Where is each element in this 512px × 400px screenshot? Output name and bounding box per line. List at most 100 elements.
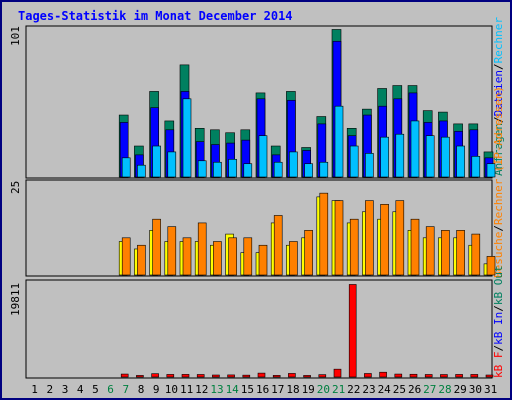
bar-kb-f-day-29	[455, 374, 463, 378]
bar-rechner-ip-adressen-day-20	[319, 192, 329, 276]
legend-slash: /	[492, 225, 505, 232]
legend-slash: /	[492, 305, 505, 312]
bar-rechner-ip-adressen-day-22	[349, 218, 359, 276]
day-label-30: 30	[469, 383, 482, 396]
bar-kb-f-day-15	[242, 374, 251, 378]
day-label-6: 6	[107, 383, 114, 396]
bar-rechner-day-26	[410, 120, 420, 178]
requests-bars	[118, 29, 496, 178]
day-label-18: 18	[286, 383, 299, 396]
day-label-7: 7	[122, 383, 129, 396]
day-label-4: 4	[77, 383, 84, 396]
bar-rechner-ip-adressen-day-17	[273, 215, 283, 276]
day-label-28: 28	[438, 383, 451, 396]
visits-bars	[118, 192, 496, 276]
bar-rechner-ip-adressen-day-14	[228, 237, 237, 276]
legend-kb-out: kB Out	[492, 265, 505, 305]
day-label-16: 16	[256, 383, 269, 396]
bar-kb-f-day-28	[440, 374, 448, 378]
bar-kb-f-day-8	[136, 375, 144, 378]
bar-rechner-day-10	[167, 151, 177, 178]
day-label-8: 8	[138, 383, 145, 396]
bar-kb-f-day-7	[120, 373, 129, 378]
day-label-20: 20	[317, 383, 330, 396]
requests-max-label: 101	[9, 26, 22, 46]
volume-max-label: 19811	[9, 283, 22, 316]
volume-bars	[120, 284, 494, 378]
bar-rechner-ip-adressen-day-28	[441, 230, 450, 276]
bar-rechner-day-11	[182, 98, 192, 178]
bar-rechner-ip-adressen-day-13	[213, 241, 222, 276]
bar-rechner-ip-adressen-day-24	[380, 204, 389, 276]
bar-rechner-ip-adressen-day-25	[395, 200, 405, 276]
day-labels: 1 2 3 4 5 6 7 8 9 10 11 12 13 14 15 16 17 18 19 20 21 22 23 24 2…	[31, 383, 497, 396]
day-label-31: 31	[484, 383, 497, 396]
bar-kb-f-day-25	[394, 373, 403, 378]
legend-kb-f: kB F	[492, 352, 505, 379]
bar-rechner-day-20	[319, 161, 329, 178]
bar-rechner-day-7	[121, 157, 131, 178]
volume-panel	[25, 279, 493, 379]
bar-rechner-day-24	[380, 136, 389, 178]
bar-rechner-ip-adressen-day-8	[137, 244, 146, 276]
day-label-13: 13	[210, 383, 223, 396]
bar-kb-f-day-23	[364, 373, 372, 378]
day-label-2: 2	[46, 383, 53, 396]
day-label-29: 29	[454, 383, 467, 396]
bar-rechner-day-13	[213, 161, 222, 178]
bar-rechner-day-31	[486, 163, 496, 178]
bar-rechner-ip-adressen-day-27	[425, 226, 435, 276]
legend-slash: /	[492, 63, 505, 70]
requests-legend: Anfragen/Dateien/Rechner	[492, 17, 505, 176]
bar-rechner-ip-adressen-day-16	[258, 244, 268, 276]
volume-legend: kB F/kB In/kB Out	[492, 265, 505, 378]
legend-slash: /	[492, 345, 505, 352]
day-label-9: 9	[153, 383, 160, 396]
day-label-11: 11	[180, 383, 193, 396]
bar-rechner-ip-adressen-day-26	[410, 218, 420, 276]
visits-legend: Besuche/Rechner (IP-Adressen)	[492, 86, 505, 278]
bar-kb-f-day-13	[212, 374, 220, 378]
bar-rechner-day-27	[425, 135, 435, 178]
bar-kb-f-day-24	[379, 371, 387, 378]
bar-rechner-day-29	[456, 145, 465, 178]
legend-dateien: Dateien	[492, 70, 505, 116]
day-label-26: 26	[408, 383, 421, 396]
bar-kb-f-day-20	[318, 374, 327, 378]
day-label-21: 21	[332, 383, 345, 396]
bar-rechner-day-25	[395, 133, 405, 178]
bar-rechner-day-23	[365, 153, 374, 178]
bar-kb-f-day-22	[348, 284, 357, 378]
day-label-19: 19	[302, 383, 315, 396]
bar-rechner-ip-adressen-day-19	[304, 230, 313, 276]
bar-kb-f-day-10	[166, 374, 175, 378]
bar-rechner-ip-adressen-day-15	[243, 237, 253, 276]
bar-kb-f-day-31	[485, 374, 494, 378]
bar-rechner-day-9	[152, 145, 161, 178]
bar-kb-f-day-14	[227, 374, 235, 378]
day-label-15: 15	[241, 383, 254, 396]
bar-rechner-ip-adressen-day-30	[471, 233, 481, 276]
bar-rechner-ip-adressen-day-10	[167, 226, 177, 276]
bar-kb-f-day-16	[257, 372, 266, 378]
day-label-5: 5	[92, 383, 99, 396]
bar-kb-f-day-17	[272, 375, 281, 378]
bar-rechner-day-22	[349, 145, 359, 178]
day-label-3: 3	[62, 383, 69, 396]
day-label-24: 24	[378, 383, 392, 396]
bar-rechner-day-18	[289, 151, 298, 178]
bar-rechner-day-12	[197, 160, 207, 178]
bar-rechner-day-15	[243, 163, 253, 178]
bar-rechner-day-28	[441, 136, 450, 178]
legend-slash: /	[492, 116, 505, 123]
day-label-25: 25	[393, 383, 406, 396]
bar-rechner-day-17	[273, 161, 283, 178]
bar-kb-f-day-11	[181, 374, 190, 378]
chart-title: Tages-Statistik im Monat December 2014	[18, 9, 293, 23]
bar-rechner-day-21	[334, 105, 344, 178]
day-label-27: 27	[423, 383, 436, 396]
day-label-1: 1	[31, 383, 38, 396]
bar-rechner-day-8	[137, 164, 146, 178]
bar-rechner-ip-adressen-day-23	[365, 200, 374, 276]
bar-rechner-day-30	[471, 156, 481, 178]
